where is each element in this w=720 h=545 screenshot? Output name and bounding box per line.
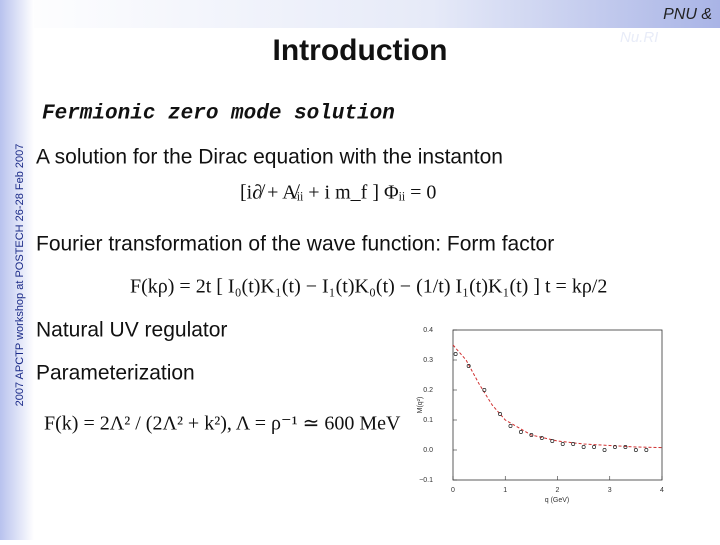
- data-point: [550, 439, 555, 443]
- y-axis-label: M(q²): [417, 397, 424, 414]
- x-axis-label: q (GeV): [545, 497, 570, 504]
- data-point: [482, 388, 487, 392]
- data-point: [623, 445, 628, 449]
- bullet: Natural UV regulator: [36, 319, 227, 342]
- y-tick-label: 0.2: [423, 387, 433, 394]
- bullet: Fourier transformation of the wave funct…: [36, 233, 554, 256]
- data-point: [466, 364, 471, 368]
- data-point: [518, 430, 523, 434]
- equation: F(k) = 2Λ² / (2Λ² + k²), Λ = ρ⁻¹ ≃ 600 M…: [44, 413, 401, 435]
- x-tick-label: 0: [451, 487, 455, 494]
- fit-curve: [452, 344, 663, 449]
- data-point: [453, 352, 458, 356]
- data-point: [560, 442, 565, 446]
- data-point: [613, 445, 617, 449]
- subtitle: Fermionic zero mode solution: [42, 103, 395, 126]
- y-tick-label: 0.3: [423, 357, 433, 364]
- title: Introduction: [273, 34, 448, 67]
- data-point: [602, 448, 607, 452]
- y-tick-label: 0.0: [423, 447, 433, 454]
- x-tick-label: 2: [556, 487, 560, 494]
- top-band: [0, 0, 720, 28]
- data-point: [592, 445, 597, 449]
- y-tick-label: 0.4: [423, 327, 433, 334]
- equation: [i∂̸ + A̸ᵢᵢ + i m_f ] Φᵢᵢ = 0: [240, 182, 436, 204]
- data-point: [581, 445, 586, 449]
- side-note: 2007 APCTP workshop at POSTECH 26-28 Feb…: [14, 144, 26, 407]
- data-point: [539, 436, 544, 440]
- data-point: [633, 448, 638, 452]
- logo: Nu.RI: [620, 29, 658, 46]
- bullet: Parameterization: [36, 362, 195, 385]
- x-tick-label: 3: [608, 487, 612, 494]
- data-point: [508, 424, 513, 428]
- equation: F(kρ) = 2t [ I₀(t)K₁(t) − I₁(t)K₀(t) − (…: [130, 276, 607, 298]
- data-point: [529, 433, 534, 437]
- data-point: [498, 412, 502, 416]
- figure: q (GeV) M(q²) −0.1 0.0 0.1 0.2 0.3 0.4 0 1 2 3 4: [417, 327, 664, 504]
- data-point: [644, 448, 649, 452]
- logo: PNU &: [663, 6, 712, 23]
- data-point: [571, 442, 576, 446]
- x-tick-label: 1: [503, 487, 507, 494]
- y-tick-label: 0.1: [423, 417, 433, 424]
- side-band: [0, 0, 34, 540]
- y-tick-label: −0.1: [419, 477, 433, 484]
- x-tick-label: 4: [660, 487, 664, 494]
- bullet: A solution for the Dirac equation with t…: [36, 146, 503, 169]
